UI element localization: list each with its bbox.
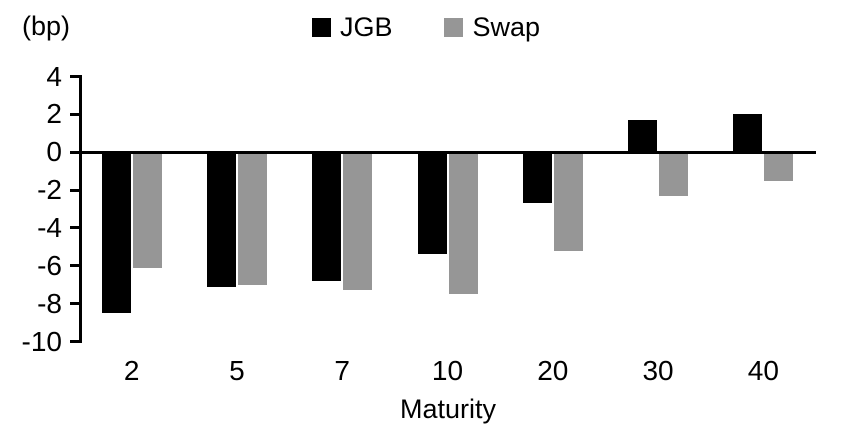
y-axis-tick [70, 112, 79, 116]
y-axis-line [79, 75, 82, 343]
y-axis-tick [70, 302, 79, 306]
bar-jgb-20 [522, 152, 552, 204]
legend-label-swap: Swap [472, 12, 541, 42]
y-axis-tick-label: 2 [46, 98, 62, 130]
chart-legend: JGB Swap [0, 14, 852, 41]
x-axis-label-2: 2 [123, 355, 140, 386]
y-axis-tick-label: -4 [37, 211, 62, 243]
x-axis-title: Maturity [399, 394, 497, 424]
y-axis-tick-label: -8 [37, 287, 62, 319]
y-axis-tick [70, 188, 79, 192]
x-axis-label-30: 30 [642, 355, 674, 386]
bar-jgb-2 [101, 152, 131, 314]
y-axis-tick [70, 264, 79, 268]
y-axis-tick [70, 226, 79, 230]
x-axis-label-5: 5 [229, 355, 245, 386]
bar-swap-40 [764, 152, 794, 181]
bar-swap-30 [659, 152, 689, 196]
y-axis-tick-label: 4 [46, 60, 62, 92]
x-axis-label-10: 10 [431, 355, 464, 386]
zero-axis-line [79, 150, 816, 154]
bar-jgb-7 [312, 152, 342, 281]
legend-swatch-jgb-icon [311, 18, 331, 37]
bar-jgb-5 [206, 152, 236, 287]
x-axis-label-7: 7 [334, 355, 350, 386]
y-axis-unit-label: (bp) [22, 11, 71, 41]
x-axis-label-20: 20 [537, 355, 569, 386]
y-axis-tick-label: -10 [21, 325, 62, 357]
bar-jgb-10 [417, 152, 447, 255]
bar-swap-5 [237, 152, 267, 285]
y-axis-tick [70, 150, 79, 154]
y-axis-tick [70, 340, 79, 343]
legend-label-jgb: JGB [339, 12, 393, 42]
legend-item-jgb: JGB [311, 12, 393, 42]
bar-jgb-30 [628, 120, 658, 153]
legend-swatch-swap-icon [444, 18, 464, 37]
bar-swap-20 [553, 152, 583, 251]
legend-item-swap: Swap [444, 14, 540, 41]
y-axis-tick-label: -2 [37, 174, 62, 206]
bar-swap-10 [448, 152, 478, 295]
bar-swap-2 [132, 152, 162, 268]
x-axis-label-40: 40 [747, 355, 779, 386]
y-axis-tick [70, 75, 79, 78]
y-axis-tick-label: -6 [37, 249, 62, 281]
y-axis-tick-label: 0 [46, 136, 62, 168]
bar-swap-7 [343, 152, 373, 291]
bar-jgb-40 [733, 114, 763, 153]
